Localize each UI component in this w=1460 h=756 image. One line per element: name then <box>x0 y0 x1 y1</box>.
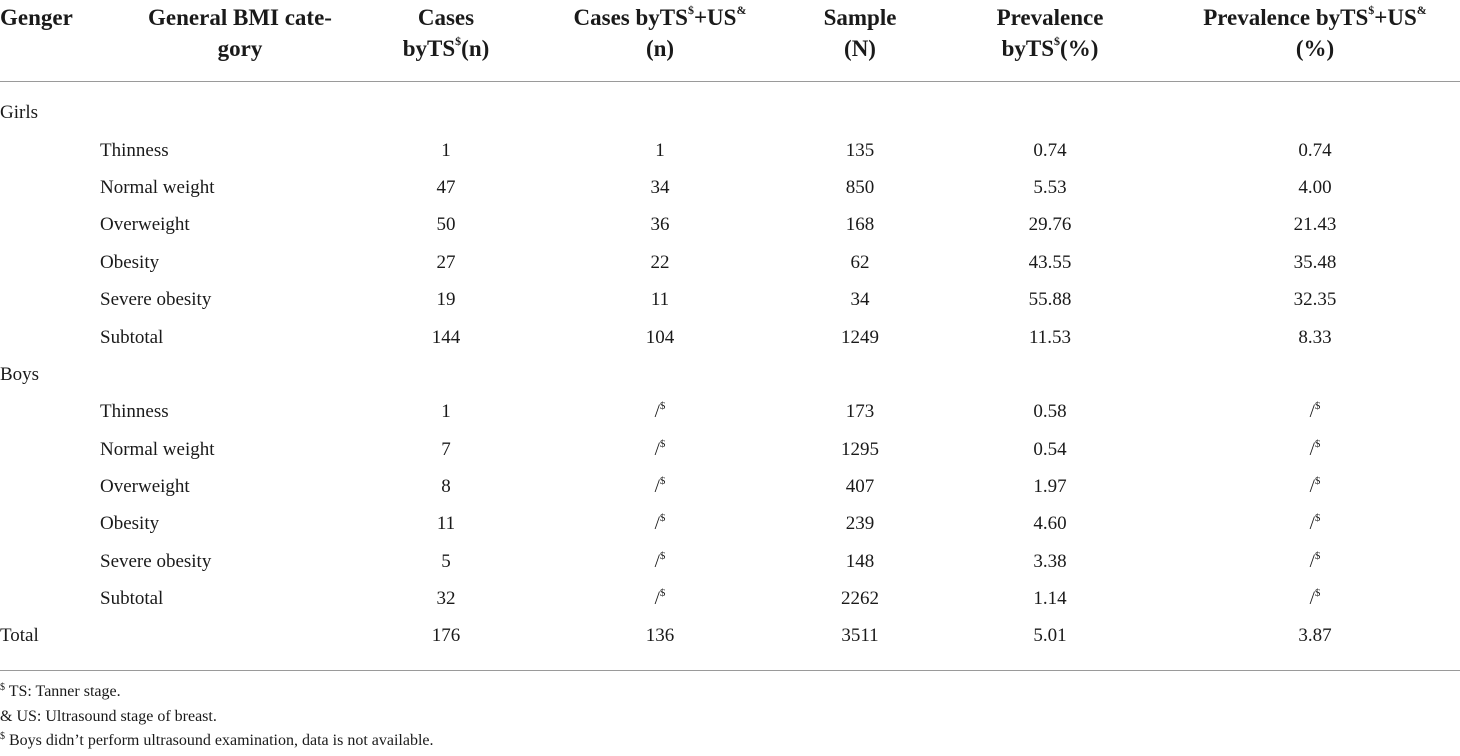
row-prevalence-ts-us: /$ <box>1309 512 1321 535</box>
header-bmi-category: General BMI cate-gory <box>148 5 332 61</box>
header-prevalence-ts: Prevalence byTS$(%) <box>996 5 1104 61</box>
row-sample: 2262 <box>841 588 879 609</box>
row-sample: 168 <box>845 214 875 235</box>
row-cases-ts-us: /$ <box>654 400 666 423</box>
row-sample: 135 <box>845 140 875 161</box>
row-prevalence-ts: 0.58 <box>1033 401 1067 422</box>
row-cases-ts: 19 <box>436 289 456 310</box>
row-cases-ts-us: 104 <box>645 327 675 348</box>
row-prevalence-ts-us: /$ <box>1309 438 1321 461</box>
row-prevalence-ts-us: 35.48 <box>1293 252 1337 273</box>
row-prevalence-ts: 29.76 <box>1028 214 1072 235</box>
header-gender: Genger <box>0 5 73 30</box>
row-prevalence-ts: 5.53 <box>1033 177 1067 198</box>
row-cases-ts: 144 <box>431 327 461 348</box>
row-cases-ts: 50 <box>436 214 456 235</box>
row-cases-ts: 11 <box>436 513 456 534</box>
row-prevalence-ts-us: /$ <box>1309 475 1321 498</box>
header-cases-ts-us: Cases byTS$+US& (n) <box>573 3 747 61</box>
total-prevalence-ts-us: 3.87 <box>1298 625 1332 646</box>
row-cases-ts-us: 22 <box>650 252 670 273</box>
row-cases-ts: 27 <box>436 252 456 273</box>
row-cases-ts: 1 <box>441 401 451 422</box>
row-sample: 62 <box>850 252 870 273</box>
row-prevalence-ts: 55.88 <box>1028 289 1072 310</box>
row-category: Severe obesity <box>100 289 212 310</box>
row-prevalence-ts-us: /$ <box>1309 400 1321 423</box>
row-prevalence-ts: 4.60 <box>1033 513 1067 534</box>
row-sample: 148 <box>845 551 875 572</box>
row-prevalence-ts: 43.55 <box>1028 252 1072 273</box>
row-cases-ts-us: /$ <box>654 587 666 610</box>
footnote-ultrasound: & US: Ultrasound stage of breast. <box>0 708 217 725</box>
header-prevalence-ts-us: Prevalence byTS$+US& (%) <box>1203 3 1427 61</box>
row-cases-ts: 32 <box>436 588 456 609</box>
row-sample: 1295 <box>841 439 879 460</box>
row-category: Overweight <box>100 214 190 235</box>
row-category: Obesity <box>100 513 160 534</box>
header-cases-ts: Cases byTS$(n) <box>402 5 490 61</box>
row-prevalence-ts: 3.38 <box>1033 551 1067 572</box>
row-cases-ts-us: 34 <box>650 177 670 198</box>
total-label: Total <box>0 625 39 646</box>
row-prevalence-ts: 0.74 <box>1033 140 1067 161</box>
row-sample: 850 <box>845 177 875 198</box>
row-sample: 34 <box>850 289 870 310</box>
row-prevalence-ts: 1.97 <box>1033 476 1067 497</box>
row-prevalence-ts-us: 0.74 <box>1298 140 1332 161</box>
row-sample: 239 <box>845 513 875 534</box>
total-sample: 3511 <box>841 625 879 646</box>
total-cases-ts: 176 <box>431 625 461 646</box>
row-prevalence-ts: 0.54 <box>1033 439 1067 460</box>
row-category: Overweight <box>100 476 190 497</box>
footnote-boys: $ Boys didn’t perform ultrasound examina… <box>0 731 434 750</box>
row-cases-ts: 8 <box>441 476 451 497</box>
header-sample: Sample (N) <box>823 5 897 61</box>
row-category: Normal weight <box>100 177 215 198</box>
row-category: Subtotal <box>100 327 164 348</box>
total-cases-ts-us: 136 <box>645 625 675 646</box>
row-sample: 407 <box>845 476 875 497</box>
row-prevalence-ts: 1.14 <box>1033 588 1067 609</box>
row-cases-ts-us: 36 <box>650 214 670 235</box>
row-prevalence-ts-us: 32.35 <box>1293 289 1337 310</box>
row-cases-ts-us: /$ <box>654 512 666 535</box>
row-sample: 1249 <box>841 327 879 348</box>
row-prevalence-ts-us: 8.33 <box>1298 327 1332 348</box>
row-category: Thinness <box>100 401 169 422</box>
bottom-rule <box>0 670 1460 671</box>
row-prevalence-ts-us: 4.00 <box>1298 177 1332 198</box>
row-cases-ts: 7 <box>441 439 451 460</box>
row-category: Thinness <box>100 140 169 161</box>
row-cases-ts-us: 11 <box>650 289 670 310</box>
group-label-girls: Girls <box>0 102 38 123</box>
row-sample: 173 <box>845 401 875 422</box>
header-rule <box>0 81 1460 82</box>
row-cases-ts-us: /$ <box>654 550 666 573</box>
row-cases-ts-us: /$ <box>654 438 666 461</box>
row-cases-ts: 1 <box>441 140 451 161</box>
row-cases-ts-us: 1 <box>655 140 665 161</box>
row-cases-ts-us: /$ <box>654 475 666 498</box>
row-prevalence-ts-us: /$ <box>1309 587 1321 610</box>
row-category: Normal weight <box>100 439 215 460</box>
footnote-tanner: $ TS: Tanner stage. <box>0 682 121 701</box>
row-cases-ts: 5 <box>441 551 451 572</box>
row-prevalence-ts: 11.53 <box>1028 327 1072 348</box>
row-category: Severe obesity <box>100 551 212 572</box>
row-category: Subtotal <box>100 588 164 609</box>
row-category: Obesity <box>100 252 160 273</box>
total-prevalence-ts: 5.01 <box>1033 625 1067 646</box>
group-label-boys: Boys <box>0 364 40 385</box>
row-prevalence-ts-us: 21.43 <box>1293 214 1337 235</box>
row-cases-ts: 47 <box>436 177 456 198</box>
row-prevalence-ts-us: /$ <box>1309 550 1321 573</box>
